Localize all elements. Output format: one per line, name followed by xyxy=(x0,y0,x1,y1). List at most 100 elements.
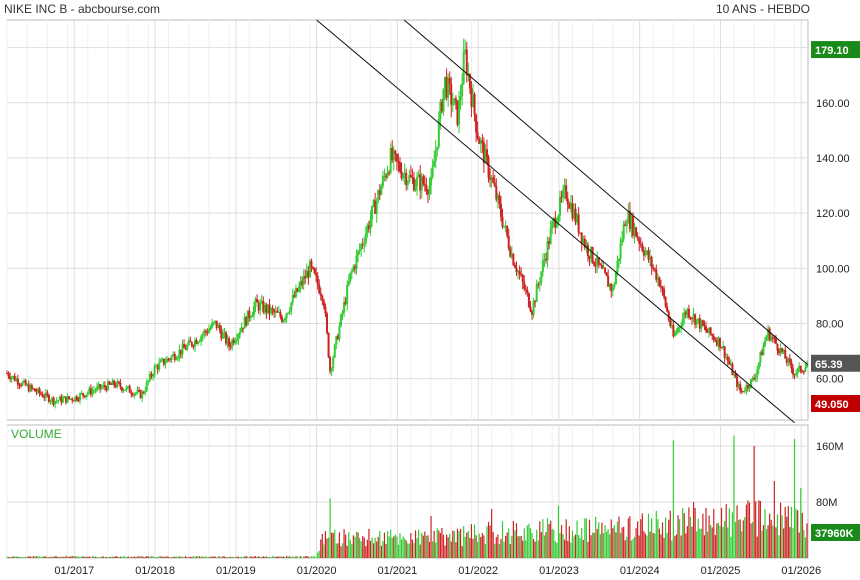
candle-body xyxy=(341,312,344,315)
y-tick-label: 80.00 xyxy=(816,318,844,330)
candle-body xyxy=(636,236,639,239)
candle-body xyxy=(790,361,793,369)
candle-body xyxy=(535,284,538,303)
candle-body xyxy=(532,301,535,315)
candle-body xyxy=(357,251,360,256)
volume-bar xyxy=(765,529,768,558)
candle-body xyxy=(206,331,209,334)
volume-bar xyxy=(37,556,39,558)
candle-body xyxy=(529,306,532,312)
volume-bar xyxy=(107,557,109,558)
volume-bar xyxy=(427,535,429,558)
volume-bar xyxy=(390,529,392,558)
candle-body xyxy=(628,210,631,230)
candle-body xyxy=(26,384,29,386)
volume-bar xyxy=(576,520,578,558)
volume-bar xyxy=(710,524,712,558)
volume-bar xyxy=(171,557,173,558)
candle-body xyxy=(131,394,134,396)
candle-body xyxy=(765,335,768,341)
volume-bar xyxy=(655,510,657,558)
candle-body xyxy=(430,176,433,186)
volume-bar xyxy=(219,556,221,558)
candle-body xyxy=(501,216,504,227)
volume-bar xyxy=(200,556,202,558)
volume-bar xyxy=(531,533,533,558)
volume-bar xyxy=(526,525,528,558)
candle-body xyxy=(498,195,501,204)
volume-bar xyxy=(764,509,766,558)
candle-body xyxy=(122,389,125,391)
candle-body xyxy=(496,195,499,200)
volume-bar xyxy=(741,531,743,558)
candle-body xyxy=(158,362,161,370)
channel-line-1 xyxy=(316,19,795,424)
candle-body xyxy=(791,368,794,375)
candle-body xyxy=(444,76,447,89)
volume-bar xyxy=(697,518,699,558)
x-tick-label: 01/2022 xyxy=(458,565,498,577)
volume-bar xyxy=(607,528,609,558)
candle-body xyxy=(395,154,398,162)
volume-bar xyxy=(518,536,521,558)
candle-body xyxy=(464,49,467,52)
volume-bar xyxy=(459,528,462,558)
candle-body xyxy=(461,83,464,96)
volume-bar xyxy=(236,556,238,558)
volume-bar xyxy=(633,536,636,558)
candle-body xyxy=(127,386,130,388)
candle-body xyxy=(228,338,231,347)
candle-body xyxy=(720,347,723,349)
volume-bar xyxy=(404,538,406,558)
candle-body xyxy=(543,259,546,261)
volume-bar xyxy=(268,556,271,558)
volume-bar xyxy=(292,556,294,558)
volume-bar xyxy=(432,541,434,558)
candle-body xyxy=(102,385,105,388)
volume-bar xyxy=(310,556,313,558)
candle-body xyxy=(650,256,653,268)
candle-body xyxy=(568,204,571,209)
volume-bar xyxy=(273,556,275,558)
candle-body xyxy=(85,394,88,398)
volume-bar xyxy=(734,521,737,558)
volume-bar xyxy=(508,528,510,558)
candle-body xyxy=(141,392,144,399)
volume-bar xyxy=(776,514,779,558)
candle-body xyxy=(572,208,575,219)
candle-body xyxy=(742,391,745,393)
candle-body xyxy=(47,395,50,402)
volume-bar xyxy=(385,543,387,558)
volume-bar xyxy=(177,556,179,558)
candle-body xyxy=(103,385,106,388)
volume-bar xyxy=(644,533,647,558)
volume-bar xyxy=(379,530,381,558)
volume-bar xyxy=(703,535,706,558)
candle-body xyxy=(616,260,619,273)
volume-bar xyxy=(515,523,518,558)
volume-bar xyxy=(556,542,558,558)
candle-body xyxy=(367,225,370,229)
volume-bar xyxy=(34,556,36,558)
candle-body xyxy=(330,368,333,372)
volume-bar xyxy=(550,520,552,558)
candle-body xyxy=(251,315,254,318)
volume-bar xyxy=(391,537,393,558)
candle-body xyxy=(383,175,386,177)
volume-bar xyxy=(668,519,670,558)
volume-bar xyxy=(166,556,168,558)
volume-bar xyxy=(581,528,583,558)
volume-bar xyxy=(418,529,420,558)
volume-bar xyxy=(265,556,268,558)
volume-bar xyxy=(800,488,802,558)
candle-body xyxy=(35,391,38,393)
candle-body xyxy=(229,346,232,348)
volume-bar xyxy=(489,525,491,558)
candle-body xyxy=(96,386,99,391)
volume-bar xyxy=(149,556,151,558)
candle-body xyxy=(706,330,709,333)
candle-body xyxy=(302,276,305,285)
volume-bar xyxy=(506,532,508,558)
candle-body xyxy=(613,284,616,288)
volume-bar xyxy=(253,556,255,558)
